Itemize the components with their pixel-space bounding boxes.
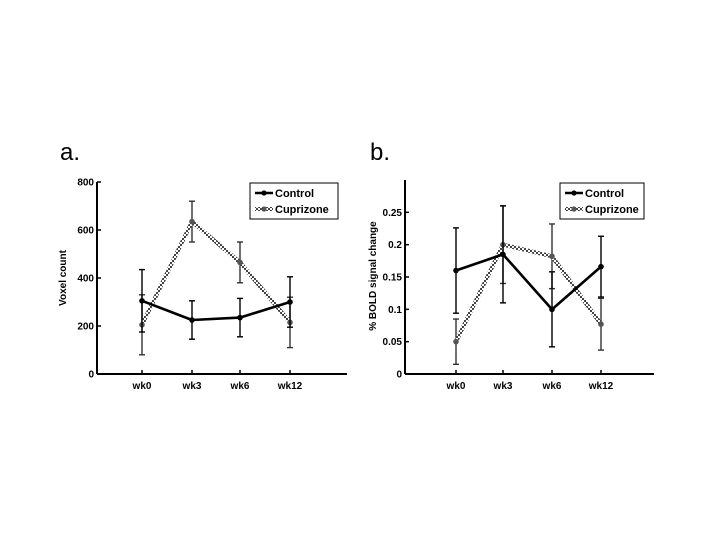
series-line	[141, 299, 291, 322]
chart-a-y-axis-title: Voxel count	[58, 249, 69, 306]
x-tick-label: wk3	[182, 381, 202, 392]
data-point	[598, 321, 604, 328]
chart-b-y-axis-title: % BOLD signal change	[368, 221, 379, 331]
legend-box	[249, 182, 339, 220]
data-point	[500, 251, 506, 258]
chart-a-legend: Control Cuprizone	[249, 182, 339, 220]
chart-b-axes: 0 0.05 0.1 0.15 0.2 0.25 wk0 wk3 wk6 wk12	[383, 180, 654, 392]
y-tick-label: 0.15	[383, 273, 403, 284]
x-tick-label: wk3	[493, 381, 513, 392]
legend-label: Cuprizone	[585, 204, 639, 216]
y-tick-label: 0.25	[383, 208, 403, 219]
y-tick-label: 0.1	[388, 305, 402, 316]
y-tick-label: 200	[77, 322, 94, 333]
chart-b-legend: Control Cuprizone	[559, 182, 645, 220]
data-point	[453, 267, 459, 274]
legend-label: Control	[585, 188, 624, 200]
legend-marker	[571, 190, 577, 196]
chart-a-panel-label: a.	[60, 139, 80, 166]
data-point	[189, 218, 195, 225]
y-tick-label: 0	[88, 370, 94, 381]
chart-a-marks	[139, 200, 293, 356]
y-tick-label: 0.2	[388, 240, 402, 251]
chart-a-axes: 0 200 400 600 800 wk0 wk3 wk6 wk12	[77, 178, 347, 392]
legend-label: Cuprizone	[275, 204, 329, 216]
data-point	[549, 306, 555, 313]
legend-label: Control	[275, 188, 314, 200]
x-tick-label: wk12	[277, 381, 303, 392]
legend-marker	[571, 206, 577, 212]
chart-a: a. Voxel count 0 200 400 600 800 wk0 wk3 wk6 wk1…	[58, 139, 347, 392]
chart-b-marks	[453, 205, 604, 365]
legend-marker	[261, 190, 267, 196]
legend-marker	[261, 206, 267, 212]
chart-b-panel-label: b.	[370, 139, 390, 166]
x-tick-label: wk0	[132, 381, 152, 392]
chart-b: b. % BOLD signal change 00.050.10.150.20…	[368, 139, 654, 392]
y-tick-label: 800	[77, 178, 94, 189]
data-point	[549, 253, 555, 260]
y-tick-label: 600	[77, 226, 94, 237]
data-point	[453, 338, 459, 345]
x-tick-label: wk0	[446, 381, 466, 392]
series-line	[140, 219, 292, 326]
x-tick-label: wk6	[542, 381, 562, 392]
series-line	[455, 253, 602, 311]
legend-box	[559, 182, 645, 220]
data-point	[139, 298, 145, 304]
series-line	[454, 242, 603, 343]
y-tick-label: 0	[396, 370, 402, 381]
x-tick-label: wk6	[230, 381, 250, 392]
data-point	[189, 317, 195, 323]
data-point	[237, 259, 243, 266]
y-tick-label: 400	[77, 274, 94, 285]
y-tick-label: 0.05	[383, 337, 403, 348]
x-tick-label: wk12	[588, 381, 614, 392]
data-point	[598, 263, 604, 270]
data-point	[237, 314, 243, 321]
data-point	[287, 299, 293, 305]
